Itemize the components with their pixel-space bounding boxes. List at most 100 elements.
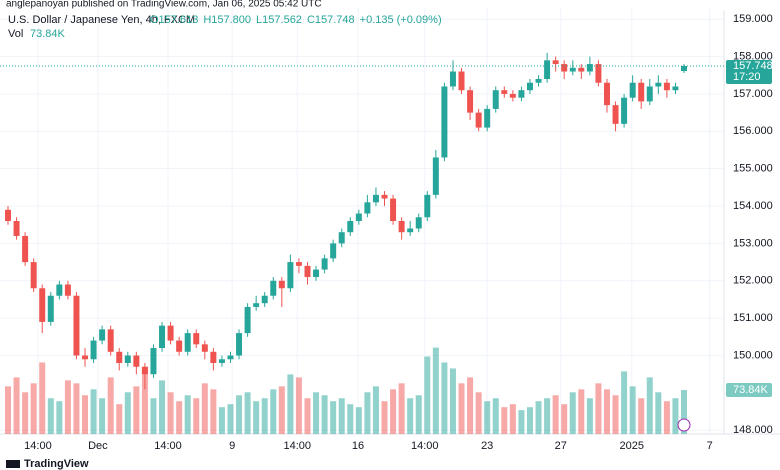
y-tick-label: 150.000: [733, 349, 773, 361]
candle-body: [116, 351, 123, 363]
candle-body: [30, 262, 37, 289]
y-tick-label: 151.000: [733, 312, 773, 324]
candle-body: [22, 235, 29, 263]
volume-bar: [544, 398, 551, 434]
candle-body: [390, 198, 397, 221]
volume-bar: [64, 380, 71, 434]
ohlc-legend: C157.748: [307, 14, 355, 26]
candle-body: [227, 355, 234, 360]
candles: [5, 52, 687, 390]
candle-body: [552, 60, 559, 65]
y-tick-label: 159.000: [733, 13, 773, 25]
candle-body: [432, 157, 439, 195]
candle-body: [218, 359, 225, 363]
last-price-box: [726, 59, 772, 84]
candle-body: [569, 67, 576, 72]
candle-body: [501, 90, 508, 94]
candle-body: [99, 329, 106, 341]
volume-bar: [167, 392, 174, 434]
candle-body: [595, 64, 602, 83]
candle-body: [5, 209, 11, 221]
event-icon[interactable]: [677, 418, 691, 432]
volume-bar: [13, 377, 20, 434]
volume-bar: [681, 389, 687, 434]
y-tick-label: 157.000: [733, 88, 773, 100]
candle-body: [586, 64, 593, 72]
volume-label-box: [726, 382, 772, 397]
volume-bar: [492, 398, 499, 434]
candle-body: [295, 262, 302, 266]
candle-body: [381, 194, 388, 199]
volume-bar: [261, 398, 268, 434]
candle-body: [509, 93, 516, 98]
candle-body: [107, 329, 114, 352]
volume-bar: [629, 386, 636, 434]
y-tick-label: 156.000: [733, 125, 773, 137]
candle-body: [578, 67, 585, 72]
publisher-header: anglepanoyan published on TradingView.co…: [6, 0, 322, 10]
candle-body: [287, 262, 294, 289]
x-tick-label: Dec: [88, 440, 108, 452]
volume-bar: [321, 395, 328, 434]
ohlc-legend: H157.800: [203, 14, 251, 26]
candle-body: [56, 284, 63, 296]
candle-body: [82, 355, 89, 360]
candle-body: [364, 202, 371, 214]
volume-bar: [621, 371, 628, 434]
candle-body: [561, 64, 568, 72]
candle-body: [141, 366, 148, 375]
candle-body: [407, 228, 414, 233]
candle-body: [492, 90, 499, 109]
volume-bar: [116, 404, 123, 434]
volume-bar: [526, 407, 533, 434]
volume-bar: [586, 398, 593, 434]
volume-bar: [595, 383, 602, 434]
volume-title: Vol: [8, 28, 23, 40]
volume-bar: [390, 389, 397, 434]
volume-bar: [330, 401, 337, 434]
ohlc-legend: +0.135 (+0.09%): [360, 14, 442, 26]
tradingview-logo: TradingView: [6, 458, 89, 470]
candle-body: [681, 65, 687, 72]
volume-legend: 73.84K: [30, 28, 66, 40]
volume-bar: [475, 392, 482, 434]
volume-bar: [338, 398, 345, 434]
symbol-title: U.S. Dollar / Japanese Yen, 4h, FXCM: [8, 14, 195, 26]
candle-body: [321, 258, 328, 270]
volume-bar: [56, 401, 63, 434]
volume-bar: [672, 398, 679, 434]
volume-bar: [561, 404, 568, 434]
candle-body: [603, 82, 610, 106]
volume-bar: [244, 392, 251, 434]
volume-bar: [441, 362, 448, 434]
candle-body: [449, 71, 456, 87]
candle-body: [261, 295, 268, 304]
volume-bar: [407, 398, 414, 434]
volume-bar: [22, 392, 29, 434]
x-tick-label: 14:00: [283, 440, 311, 452]
volume-bar: [201, 383, 208, 434]
volume-bar: [295, 377, 302, 434]
volume-bar: [99, 398, 106, 434]
candle-body: [313, 269, 320, 278]
y-tick-label: 152.000: [733, 275, 773, 287]
volume-bar: [467, 377, 474, 434]
candle-body: [236, 333, 243, 356]
candle-body: [441, 86, 448, 158]
candle-body: [73, 295, 80, 356]
candle-body: [64, 284, 71, 296]
volume-bar: [47, 398, 54, 434]
candle-body: [253, 303, 260, 307]
grid: [0, 8, 724, 434]
x-tick-label: 16: [352, 440, 364, 452]
candle-body: [518, 90, 525, 98]
candle-body: [612, 105, 619, 124]
x-tick-label: 23: [481, 440, 493, 452]
candle-body: [672, 86, 679, 91]
candle-body: [270, 280, 277, 296]
volume-bar: [432, 347, 439, 434]
x-tick-label: 2025: [620, 440, 644, 452]
